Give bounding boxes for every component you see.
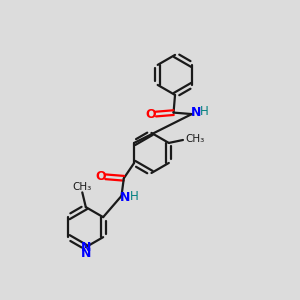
Text: H: H: [130, 190, 139, 203]
Text: N: N: [190, 106, 201, 119]
Text: N: N: [81, 247, 91, 260]
Text: N: N: [81, 241, 91, 254]
Text: H: H: [200, 105, 208, 118]
Text: N: N: [120, 191, 130, 205]
Text: O: O: [95, 170, 106, 183]
Text: O: O: [145, 108, 156, 121]
Text: CH₃: CH₃: [185, 134, 204, 144]
Text: CH₃: CH₃: [72, 182, 91, 192]
